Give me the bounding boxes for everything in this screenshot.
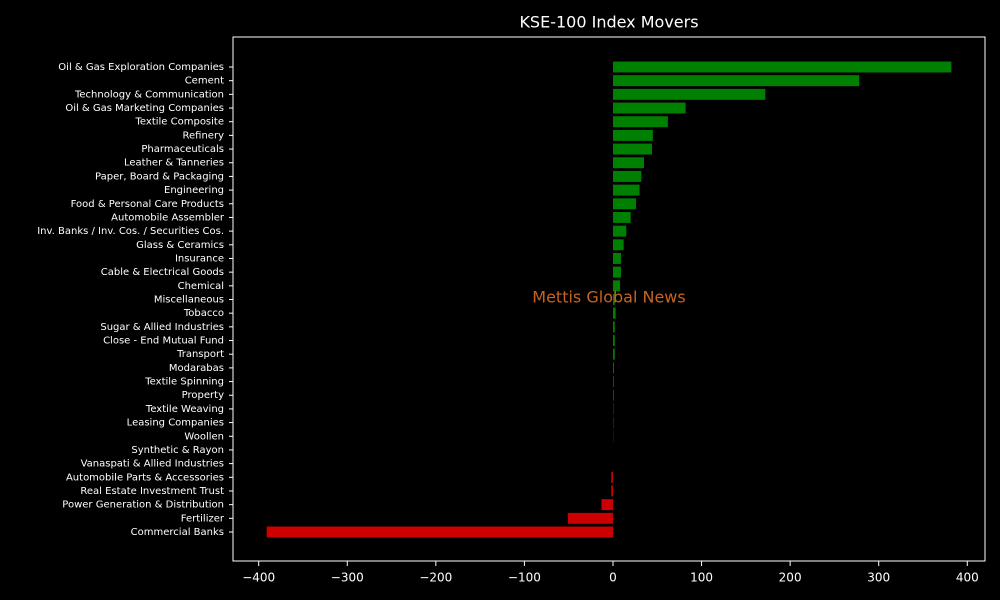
y-tick-label: Paper, Board & Packaging	[95, 171, 224, 182]
y-tick-label: Food & Personal Care Products	[71, 199, 224, 210]
y-tick-label: Fertilizer	[181, 513, 225, 524]
bar	[612, 157, 644, 169]
x-tick-label: −400	[242, 571, 275, 585]
x-tick-label: 0	[609, 571, 617, 585]
y-tick-label: Automobile Assembler	[111, 212, 225, 223]
bar	[612, 389, 614, 401]
y-tick-label: Cement	[185, 76, 224, 87]
y-tick-label: Refinery	[183, 130, 225, 141]
bar	[612, 294, 615, 305]
bar	[612, 335, 615, 346]
bar	[612, 184, 640, 196]
y-tick-label: Vanaspati & Allied Industries	[81, 459, 224, 470]
x-tick-label: −200	[419, 571, 452, 585]
bar	[611, 485, 613, 497]
bar	[612, 102, 686, 114]
x-tick-label: 400	[956, 571, 979, 585]
bar	[612, 170, 642, 182]
bar	[612, 225, 627, 237]
y-tick-label: Synthetic & Rayon	[131, 445, 224, 456]
bar	[612, 280, 621, 292]
bar	[612, 348, 615, 360]
bar	[612, 75, 860, 87]
x-tick-label: 300	[867, 571, 890, 585]
y-tick-label: Commercial Banks	[131, 527, 224, 538]
y-tick-label: Tobacco	[183, 308, 224, 319]
bar	[612, 307, 616, 319]
bar	[612, 116, 668, 128]
y-tick-label: Engineering	[164, 185, 224, 196]
x-tick-label: 200	[779, 571, 802, 585]
y-tick-label: Inv. Banks / Inv. Cos. / Securities Cos.	[37, 226, 224, 237]
x-tick-label: 100	[690, 571, 713, 585]
bar	[612, 321, 615, 333]
y-tick-label: Woollen	[184, 431, 224, 442]
x-tick-label: −300	[331, 571, 364, 585]
bar	[612, 239, 624, 251]
bar	[612, 253, 621, 264]
x-tick-label: −100	[508, 571, 541, 585]
bar	[612, 88, 766, 100]
bar	[601, 499, 613, 511]
bar	[612, 143, 652, 155]
y-tick-label: Real Estate Investment Trust	[80, 486, 224, 497]
bar	[612, 376, 614, 388]
bar	[612, 266, 621, 278]
bar	[612, 61, 952, 73]
y-tick-label: Transport	[176, 349, 224, 360]
bar	[612, 211, 631, 223]
y-tick-label: Technology & Communication	[74, 89, 224, 100]
chart-title: KSE-100 Index Movers	[519, 13, 698, 32]
y-tick-label: Cable & Electrical Goods	[101, 267, 224, 278]
y-tick-label: Glass & Ceramics	[136, 240, 224, 251]
y-tick-label: Automobile Parts & Accessories	[66, 472, 224, 483]
bar	[612, 198, 637, 210]
bar	[612, 362, 614, 374]
y-tick-label: Textile Weaving	[145, 404, 224, 415]
y-tick-label: Pharmaceuticals	[141, 144, 224, 155]
y-tick-label: Sugar & Allied Industries	[100, 322, 224, 333]
watermark: Mettis Global News	[532, 288, 685, 307]
y-tick-label: Textile Composite	[135, 117, 224, 128]
y-tick-label: Miscellaneous	[154, 295, 224, 306]
y-tick-label: Power Generation & Distribution	[62, 500, 224, 511]
bar	[266, 526, 613, 538]
y-tick-label: Modarabas	[169, 363, 224, 374]
bar	[567, 512, 613, 524]
bar	[612, 129, 653, 141]
bar	[611, 471, 613, 483]
y-tick-label: Chemical	[178, 281, 224, 292]
y-tick-label: Leather & Tanneries	[124, 158, 224, 169]
y-tick-label: Insurance	[175, 253, 224, 264]
y-tick-label: Close - End Mutual Fund	[103, 336, 224, 347]
y-tick-label: Oil & Gas Exploration Companies	[58, 62, 224, 73]
y-tick-label: Leasing Companies	[127, 418, 224, 429]
y-tick-label: Textile Spinning	[144, 377, 224, 388]
y-tick-label: Oil & Gas Marketing Companies	[65, 103, 224, 114]
y-tick-label: Property	[182, 390, 224, 401]
